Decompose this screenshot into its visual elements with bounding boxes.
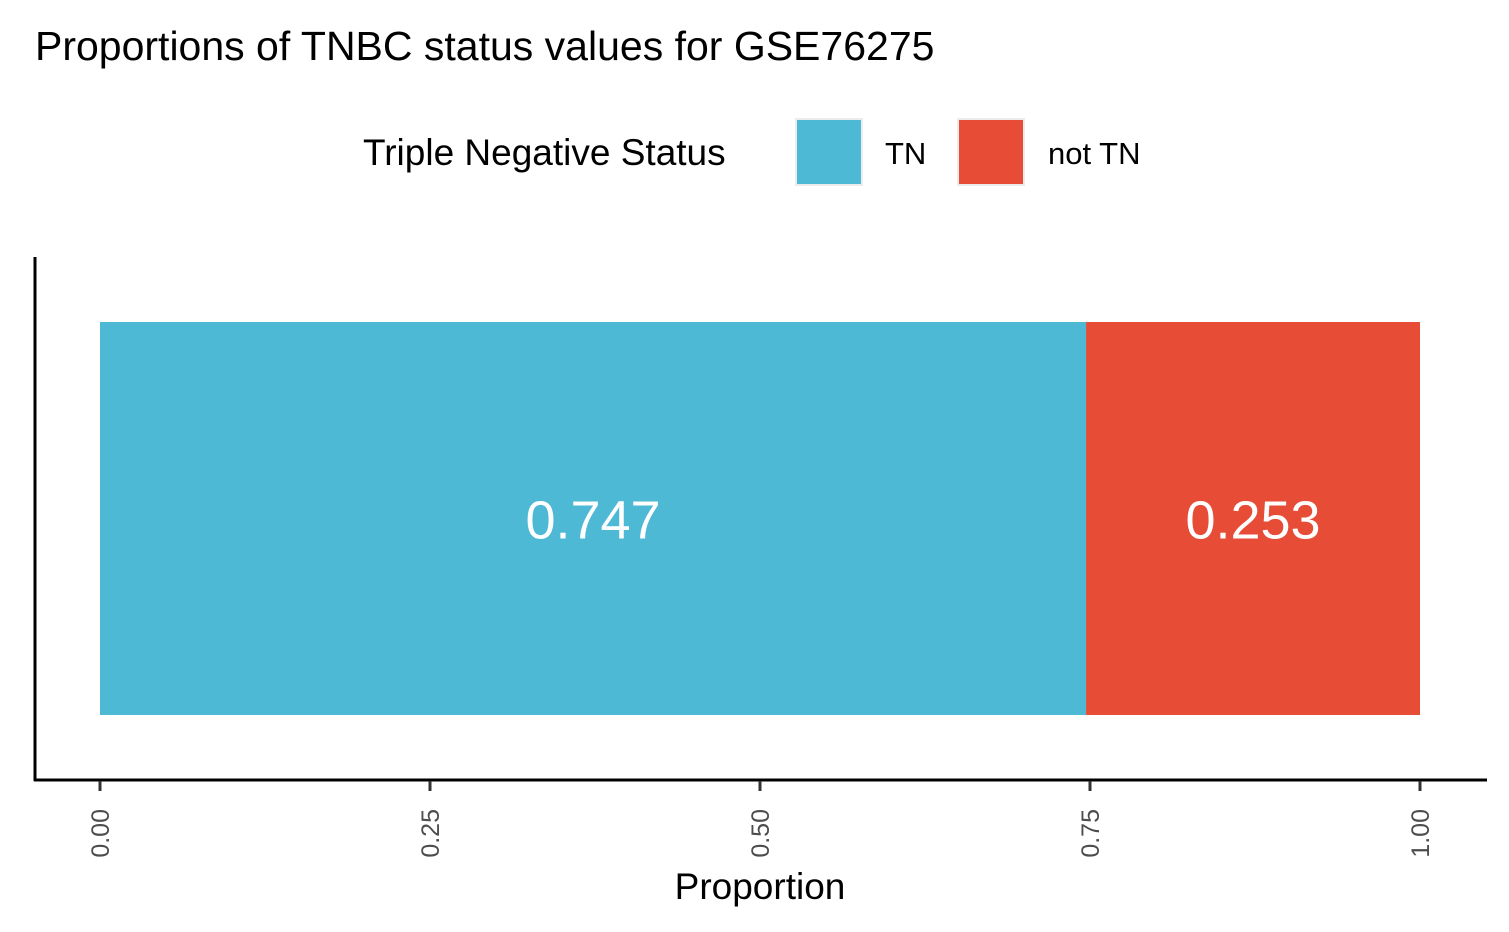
legend-title: Triple Negative Status [363, 132, 726, 173]
x-tick-label: 0.50 [747, 809, 775, 858]
bar-value-label: 0.747 [525, 491, 660, 551]
bar-segment-not-tn [1086, 322, 1420, 715]
legend-label: TN [885, 136, 926, 171]
legend-key-not-tn [957, 118, 1025, 186]
bar-value-label: 0.253 [1185, 491, 1320, 551]
legend-label: not TN [1048, 136, 1140, 171]
x-tick-label: 0.25 [417, 809, 445, 858]
legend-key-tn [795, 118, 863, 186]
plot-bar-labels: 0.747 0.253 [525, 491, 1320, 551]
plot-bars [100, 322, 1420, 715]
x-tick-label: 0.75 [1077, 809, 1105, 858]
x-tick-label: 0.00 [87, 809, 115, 858]
legend: Triple Negative Status TN not TN [363, 118, 1140, 186]
x-axis-label: Proportion [675, 866, 846, 907]
bar-segment-tn [100, 322, 1087, 715]
x-tick-label: 1.00 [1407, 809, 1435, 858]
chart-title: Proportions of TNBC status values for GS… [35, 23, 934, 69]
legend-items: TN not TN [795, 118, 1140, 186]
x-axis-ticks: 0.00 0.25 0.50 0.75 1.00 [87, 781, 1435, 858]
